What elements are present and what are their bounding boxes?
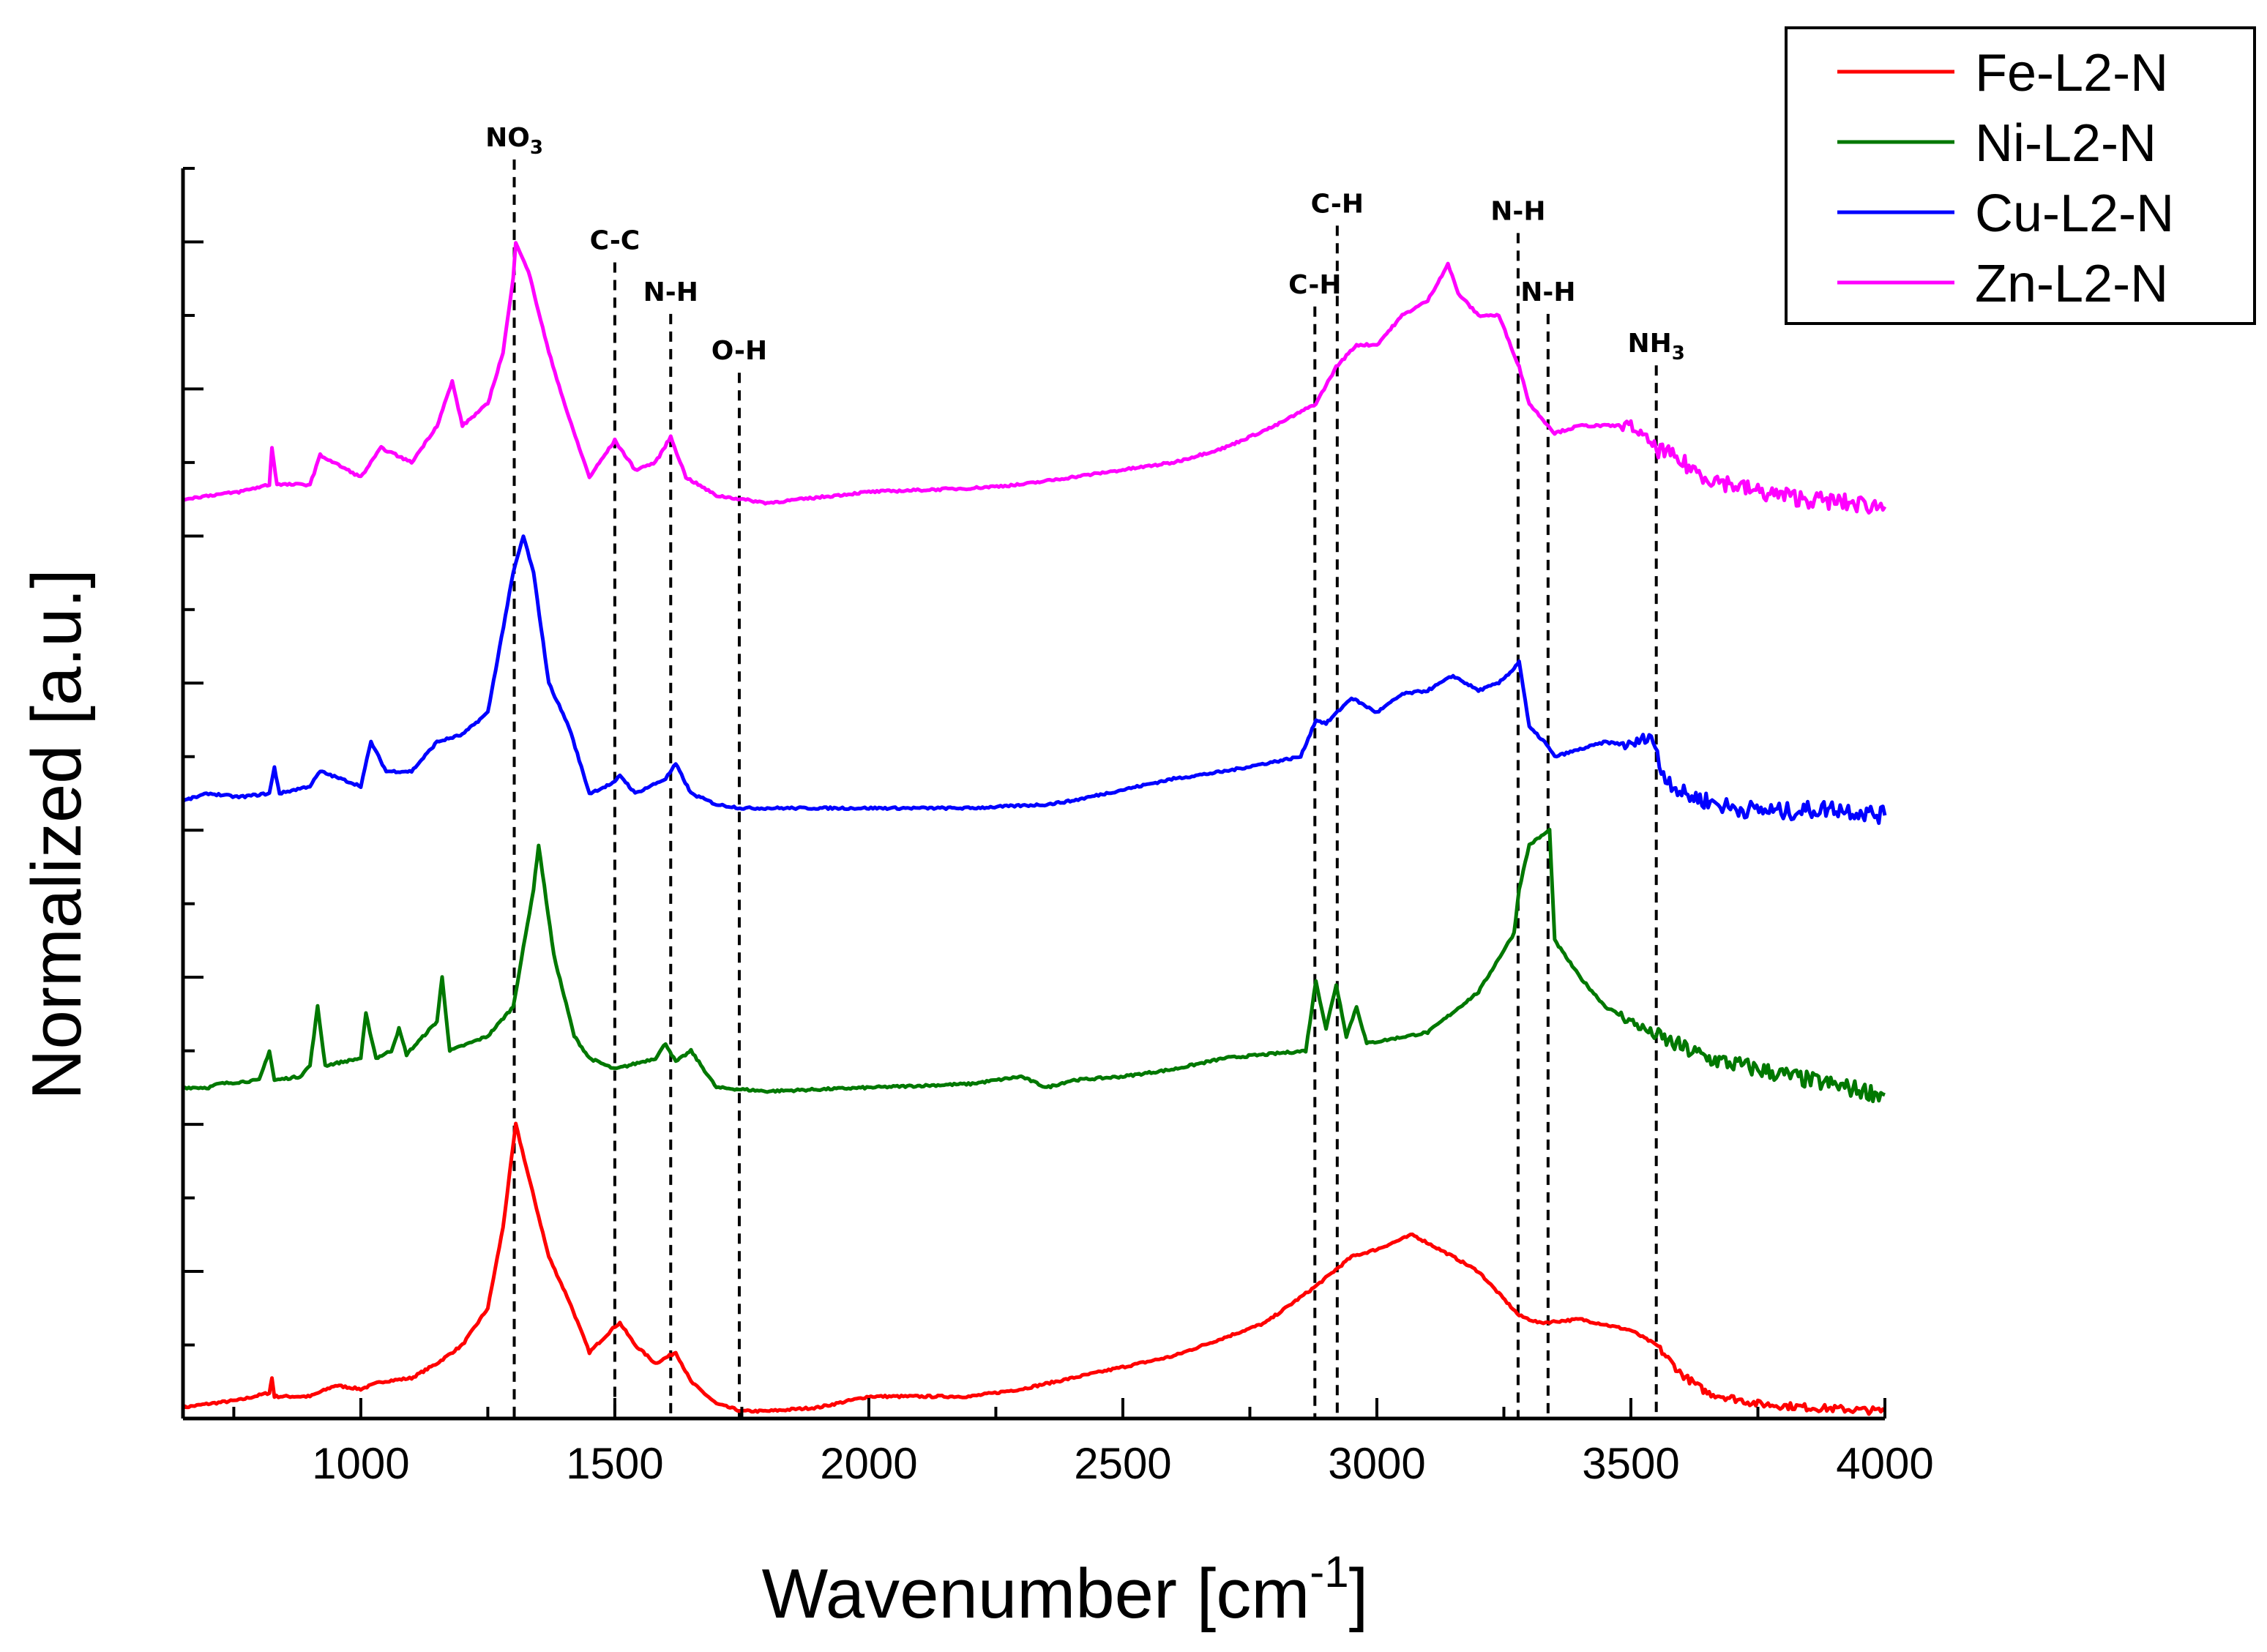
- annotation-label-4: C-H: [1288, 270, 1341, 300]
- legend: Fe-L2-N Ni-L2-N Cu-L2-N Zn-L2-N: [1785, 26, 2256, 325]
- x-tick-label-2000: 2000: [820, 1439, 917, 1488]
- annotation-label-sub: 3: [530, 137, 543, 159]
- annotation-label-text: C-H: [1311, 189, 1364, 219]
- annotation-label-text: N-H: [1490, 196, 1545, 226]
- annotation-label-text: N-H: [643, 277, 698, 307]
- y-axis-title: Normalized [a.u.]: [18, 569, 96, 1100]
- series-line-fe-l2-n: [182, 1121, 1886, 1416]
- series-line-cu-l2-n: [182, 534, 1887, 826]
- annotation-label-7: N-H: [1520, 277, 1575, 307]
- annotation-label-text: C-H: [1288, 270, 1341, 300]
- x-axis-title: Wavenumber [cm-1]: [762, 1547, 1369, 1633]
- series-line-zn-l2-n: [182, 241, 1887, 515]
- series-line-ni-l2-n: [182, 827, 1886, 1104]
- annotation-label-sub: 3: [1672, 343, 1685, 365]
- axes: 1000 1500 2000 2500 3000 3500 4000: [181, 167, 1934, 1488]
- legend-label-zn-l2-n: Zn-L2-N: [1975, 255, 2168, 313]
- x-tick-label-1500: 1500: [566, 1439, 663, 1488]
- x-tick-label-3500: 3500: [1582, 1439, 1679, 1488]
- annotation-label-text: NO: [485, 123, 530, 153]
- x-axis-title-sup: -1: [1310, 1547, 1348, 1596]
- series-layer: [182, 241, 1887, 1416]
- annotation-label-0: NO3: [485, 123, 543, 159]
- legend-label-fe-l2-n: Fe-L2-N: [1975, 44, 2168, 102]
- legend-label-ni-l2-n: Ni-L2-N: [1975, 114, 2156, 173]
- legend-label-cu-l2-n: Cu-L2-N: [1975, 184, 2174, 243]
- annotation-label-text: N-H: [1520, 277, 1575, 307]
- legend-box: [1785, 26, 2256, 325]
- annotation-label-2: N-H: [643, 277, 698, 307]
- x-tick-label-4000: 4000: [1836, 1439, 1933, 1488]
- annotation-label-8: NH3: [1628, 329, 1685, 365]
- x-tick-label-3000: 3000: [1328, 1439, 1425, 1488]
- annotation-label-5: C-H: [1311, 189, 1364, 219]
- annotation-label-6: N-H: [1490, 196, 1545, 226]
- annotation-label-text: O-H: [712, 336, 767, 366]
- annotation-label-3: O-H: [712, 336, 767, 366]
- annotation-label-text: NH: [1628, 329, 1672, 359]
- annotation-label-1: C-C: [590, 226, 640, 256]
- x-tick-label-2500: 2500: [1074, 1439, 1171, 1488]
- x-axis-title-text: Wavenumber [cm: [762, 1555, 1310, 1633]
- annotation-label-text: C-C: [590, 226, 640, 256]
- x-tick-label-1000: 1000: [312, 1439, 409, 1488]
- x-axis-title-end: ]: [1349, 1555, 1369, 1633]
